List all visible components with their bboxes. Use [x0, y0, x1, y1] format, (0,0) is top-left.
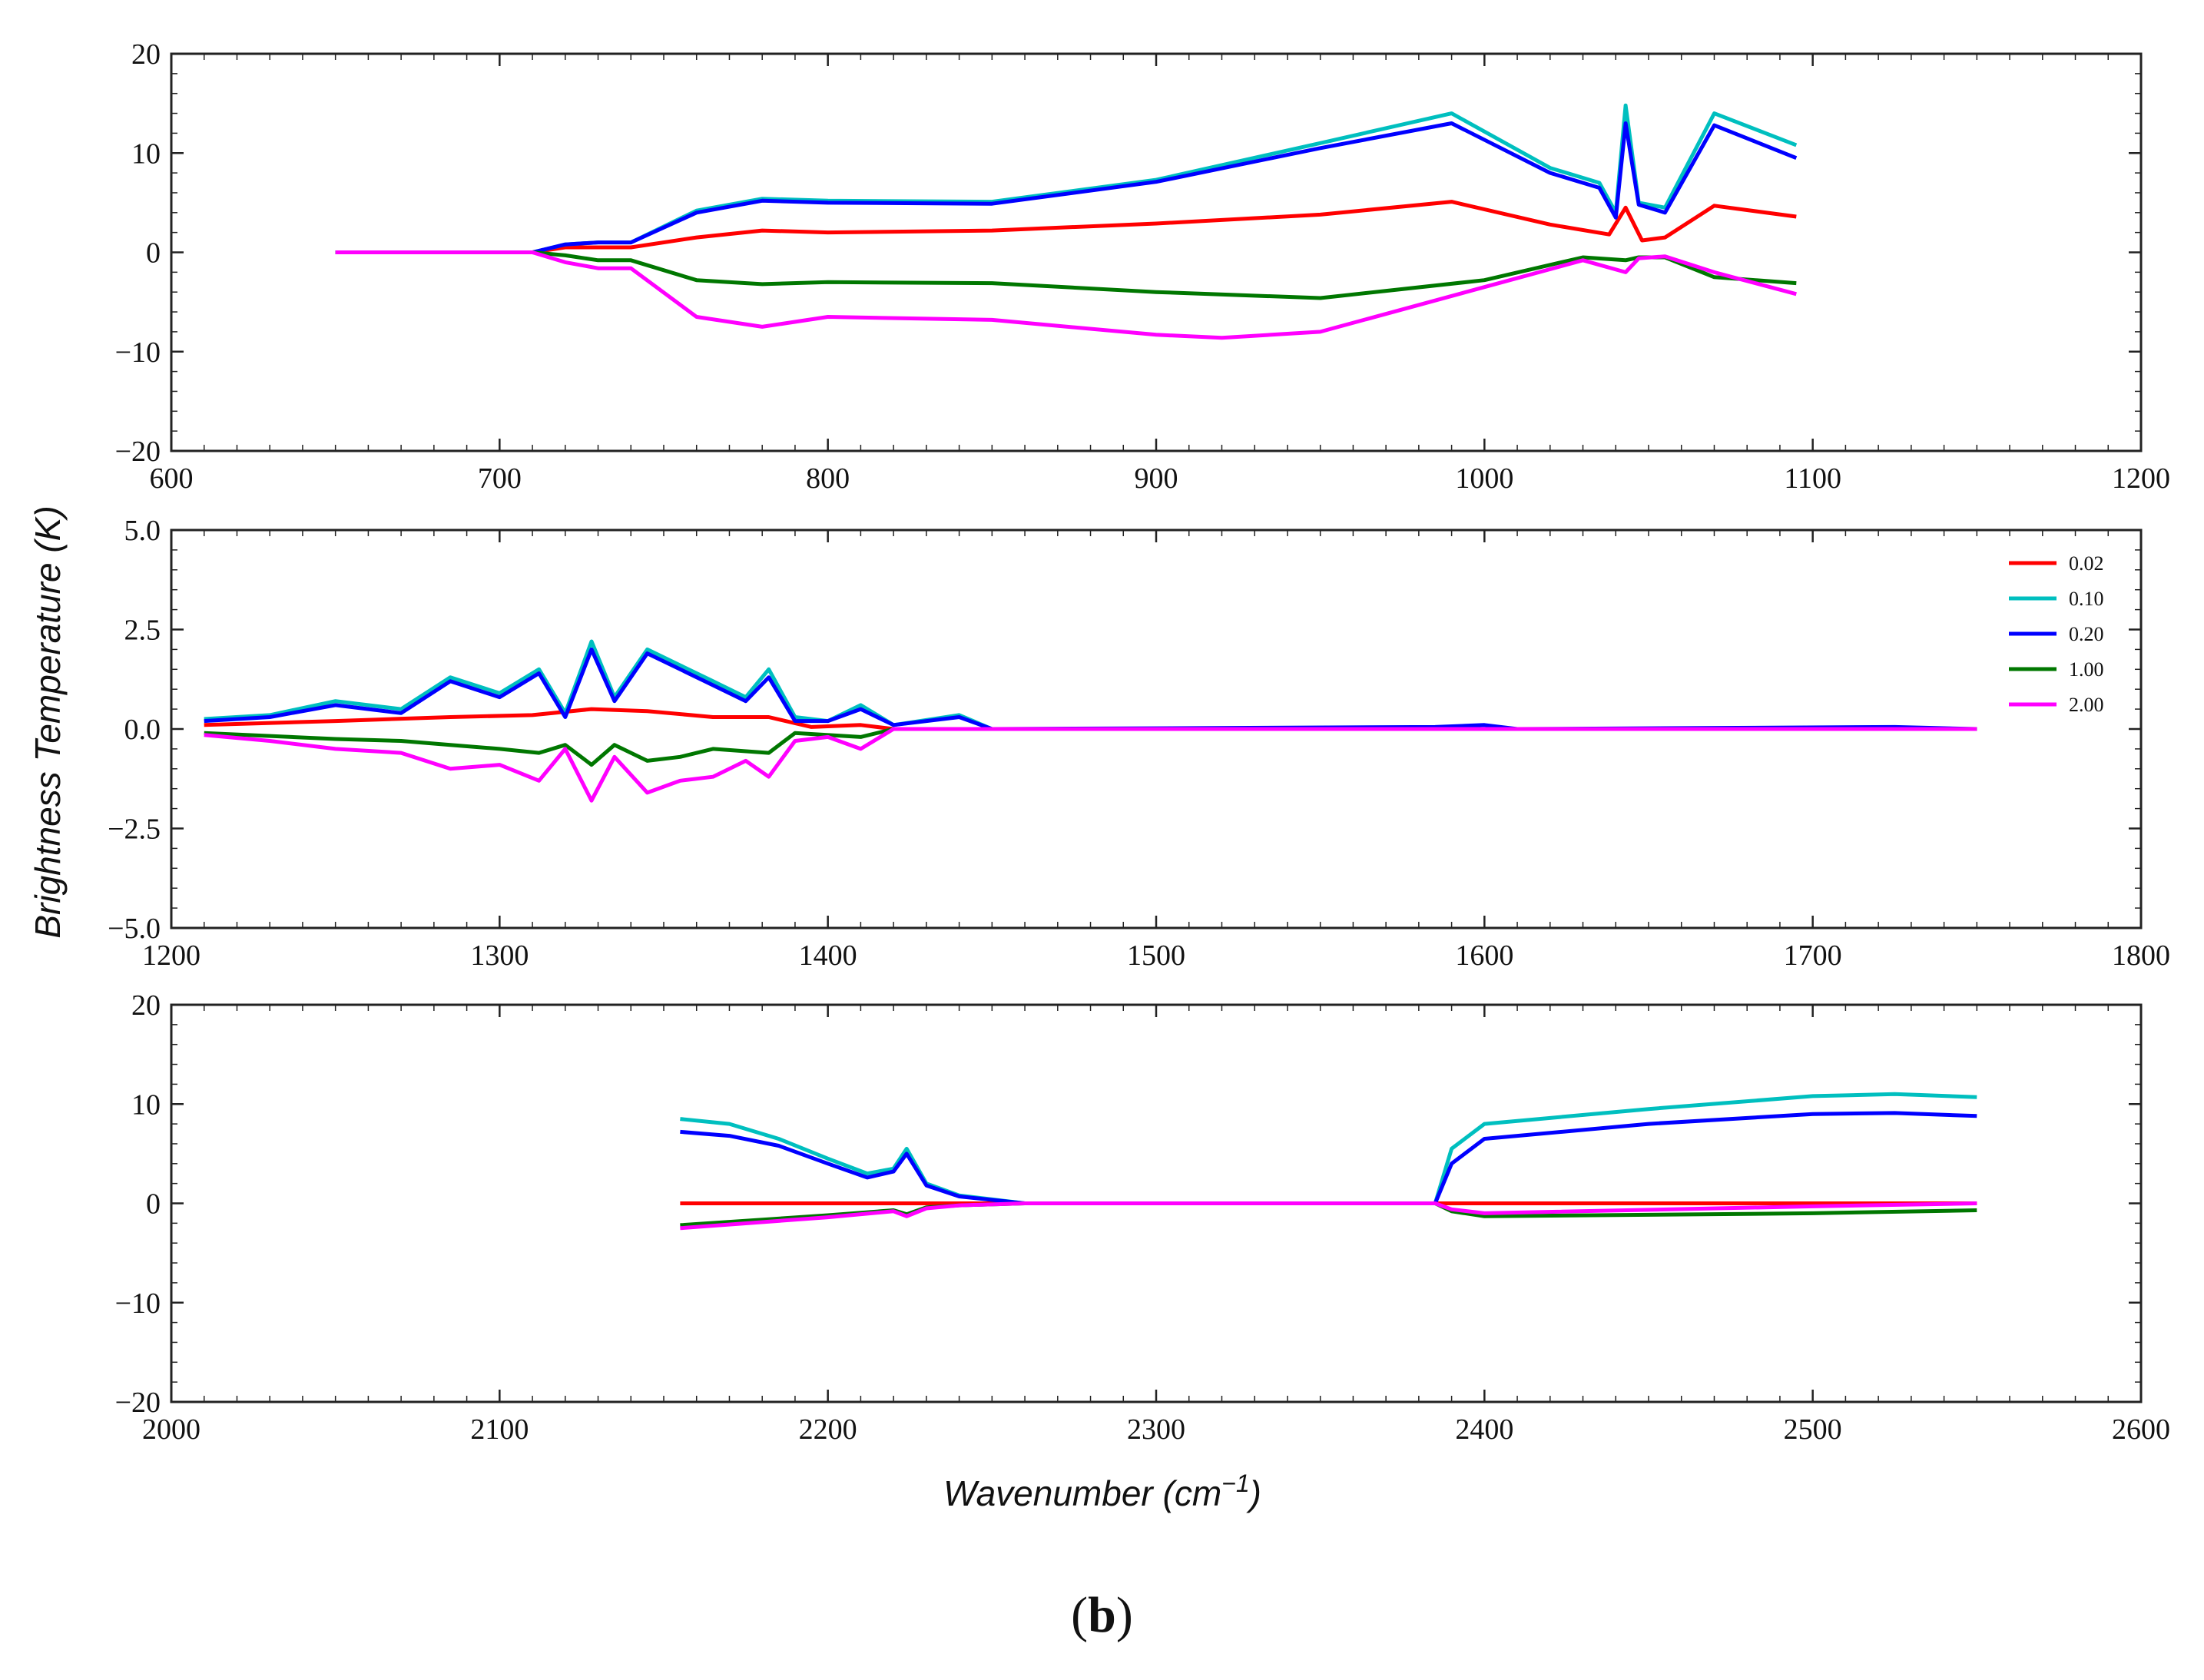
y-tick-label: 10: [131, 138, 161, 170]
x-tick-label: 1100: [1784, 462, 1841, 495]
y-tick-label: 0: [146, 237, 161, 270]
x-tick-label: 900: [1135, 462, 1178, 495]
x-tick-label: 1200: [2112, 462, 2170, 495]
x-tick-label: 2600: [2112, 1413, 2170, 1446]
x-tick-label: 1600: [1455, 939, 1513, 972]
y-tick-label: 20: [131, 989, 161, 1022]
y-tick-label: −20: [115, 436, 161, 468]
x-tick-label: 1500: [1127, 939, 1185, 972]
x-axis-title-unit-exponent: −1: [1221, 1470, 1249, 1497]
x-tick-label: 2100: [470, 1413, 529, 1446]
y-tick-label: 5.0: [124, 515, 161, 547]
y-tick-label: 0: [146, 1188, 161, 1221]
y-tick-label: 2.5: [124, 615, 161, 647]
x-axis-title: Wavenumber (cm−1): [943, 1470, 1261, 1513]
y-tick-label: −10: [115, 1287, 161, 1320]
series-line-2-00: [204, 727, 1977, 803]
x-tick-label: 1000: [1455, 462, 1513, 495]
legend-label: 1.00: [2069, 658, 2104, 681]
series-line-0-02: [335, 200, 1797, 254]
series-line-1-00: [204, 727, 1977, 767]
x-tick-label: 1200: [142, 939, 201, 972]
top-panel: 600 700 800 900 1000 1100 1200 20 10 0 −10 −20: [115, 38, 2170, 495]
x-tick-label: 600: [150, 462, 194, 495]
legend-label: 2.00: [2069, 694, 2104, 716]
y-tick-label: −5.0: [108, 913, 161, 945]
x-tick-label: 2000: [142, 1413, 201, 1446]
series-line-0-20: [335, 121, 1798, 254]
y-tick-label: 10: [131, 1089, 161, 1121]
x-tick-label: 2400: [1455, 1413, 1513, 1446]
x-tick-label: 700: [478, 462, 522, 495]
series-line-2-00: [680, 1201, 1977, 1231]
series-line-0-10: [680, 1092, 1977, 1205]
x-axis-title-text: Wavenumber: [943, 1473, 1154, 1513]
y-tick-label: −2.5: [108, 813, 161, 846]
x-tick-label: 2200: [799, 1413, 857, 1446]
legend-label: 0.10: [2069, 588, 2104, 610]
x-tick-label: 1800: [2112, 939, 2170, 972]
x-axis-title-unit: cm: [1175, 1473, 1221, 1513]
bottom-panel: 2000 2100 2200 2300 2400 2500 2600 20 10 0 −10 −20: [115, 989, 2170, 1446]
x-tick-label: 2300: [1127, 1413, 1185, 1446]
x-tick-label: 2500: [1784, 1413, 1842, 1446]
series-line-2-00: [335, 250, 1797, 340]
legend: 0.02 0.10 0.20 1.00 2.00: [2009, 552, 2104, 716]
legend-label: 0.02: [2069, 552, 2104, 575]
y-axis-title: Brightness Temperature (K): [28, 505, 68, 938]
x-tick-label: 800: [806, 462, 850, 495]
y-tick-label: −10: [115, 336, 161, 369]
panel-caption: (b): [1071, 1587, 1133, 1643]
panel-caption-letter: b: [1088, 1587, 1116, 1643]
legend-label: 0.20: [2069, 623, 2104, 645]
middle-panel: 1200 1300 1400 1500 1600 1700 1800 5.0 2.5 0.0 −2.…: [108, 515, 2170, 972]
y-tick-label: 20: [131, 38, 161, 71]
y-tick-label: 0.0: [124, 714, 161, 746]
series-line-0-20: [680, 1111, 1977, 1205]
x-tick-label: 1400: [799, 939, 857, 972]
x-tick-label: 1300: [470, 939, 529, 972]
y-tick-label: −20: [115, 1387, 161, 1419]
series-line-0-02: [204, 707, 1977, 731]
x-tick-label: 1700: [1784, 939, 1842, 972]
